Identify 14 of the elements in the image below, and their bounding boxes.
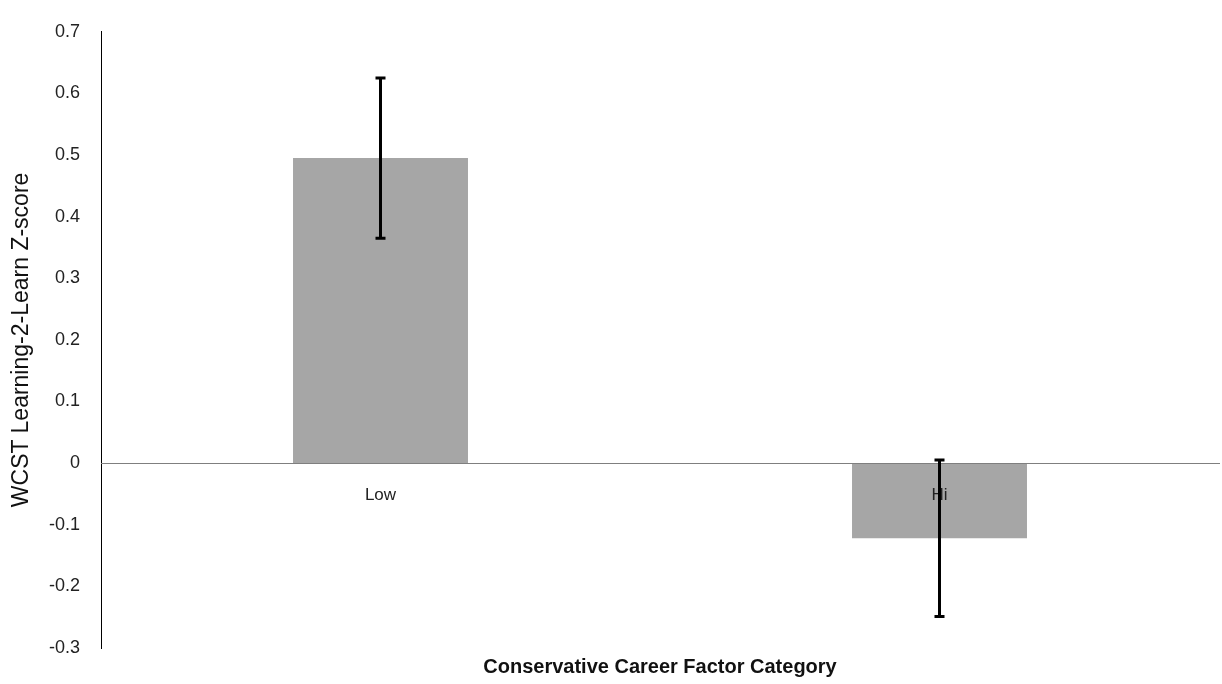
- y-tick-label: 0.6: [54, 82, 80, 103]
- y-tick-label: 0.7: [54, 20, 80, 41]
- x-tick-label: Low: [364, 485, 397, 505]
- y-tick-label: -0.2: [48, 575, 80, 596]
- y-tick-label: -0.3: [48, 636, 80, 657]
- y-tick-label: 0.3: [54, 267, 80, 288]
- y-tick-label: 0.2: [54, 328, 80, 349]
- y-tick-label: 0.4: [54, 205, 80, 226]
- y-tick-label: 0: [69, 452, 80, 473]
- y-axis-title: WCST Learning-2-Learn Z-score: [7, 172, 34, 508]
- y-tick-label: 0.1: [54, 390, 80, 411]
- y-tick-label: -0.1: [48, 513, 80, 534]
- x-axis-title: Conservative Career Factor Category: [483, 654, 838, 677]
- y-tick-label: 0.5: [54, 144, 80, 165]
